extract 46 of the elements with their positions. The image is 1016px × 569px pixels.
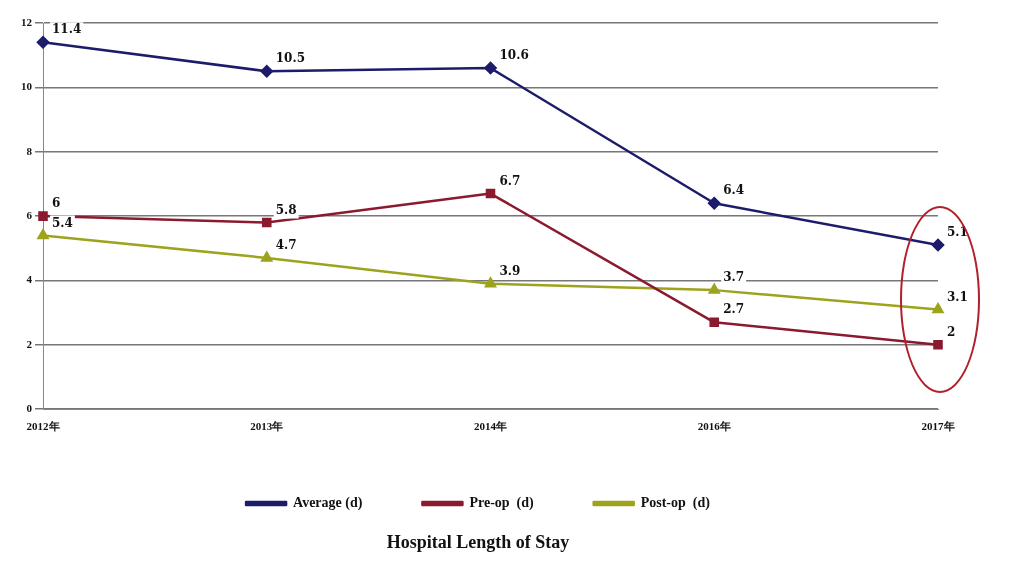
point bbox=[37, 229, 49, 240]
data-label: 5.1 bbox=[947, 225, 968, 240]
x-tick-label: 2013年 bbox=[250, 419, 284, 432]
x-tick-label: 2016年 bbox=[697, 419, 731, 432]
point bbox=[38, 211, 48, 221]
data-label: 10.5 bbox=[275, 51, 305, 66]
data-label: 3.7 bbox=[723, 270, 745, 285]
data-label: 11.4 bbox=[52, 22, 82, 37]
legend-label: Average (d) bbox=[293, 495, 363, 512]
point bbox=[36, 36, 50, 49]
point bbox=[484, 61, 497, 75]
x-tick-label: 2017年 bbox=[921, 419, 955, 432]
point bbox=[932, 303, 944, 314]
y-tick-label: 10 bbox=[21, 80, 33, 93]
data-label: 2 bbox=[947, 324, 956, 339]
data-label: 10.6 bbox=[499, 48, 529, 63]
point bbox=[709, 317, 720, 328]
point bbox=[260, 65, 273, 78]
data-label: 3.9 bbox=[499, 263, 521, 278]
data-label: 5.4 bbox=[52, 215, 73, 230]
point bbox=[708, 283, 720, 294]
y-tick-label: 12 bbox=[21, 15, 33, 28]
data-label: 6.4 bbox=[723, 183, 745, 198]
point bbox=[485, 188, 496, 199]
y-tick-label: 6 bbox=[26, 208, 33, 221]
y-tick-label: 2 bbox=[26, 337, 33, 350]
point bbox=[484, 277, 497, 288]
legend-label: Post-op (d) bbox=[640, 495, 711, 512]
data-label: 6 bbox=[52, 196, 61, 211]
data-label: 4.7 bbox=[275, 238, 297, 253]
point bbox=[261, 217, 272, 228]
x-tick-label: 2012年 bbox=[26, 419, 60, 432]
data-label: 5.8 bbox=[275, 202, 297, 217]
data-label: 6.7 bbox=[499, 173, 521, 188]
y-tick-label: 4 bbox=[26, 273, 33, 286]
point bbox=[261, 251, 273, 262]
data-label: 2.7 bbox=[723, 302, 745, 317]
text: Hospital Length of Stay bbox=[386, 531, 570, 552]
legend-label: Pre-op (d) bbox=[469, 495, 535, 512]
point bbox=[933, 340, 943, 350]
y-tick-label: 8 bbox=[26, 144, 33, 157]
y-tick-label: 0 bbox=[26, 402, 33, 415]
x-tick-label: 2014年 bbox=[474, 419, 507, 432]
point bbox=[708, 196, 721, 210]
point bbox=[931, 238, 945, 252]
data-label: 3.1 bbox=[947, 289, 968, 304]
